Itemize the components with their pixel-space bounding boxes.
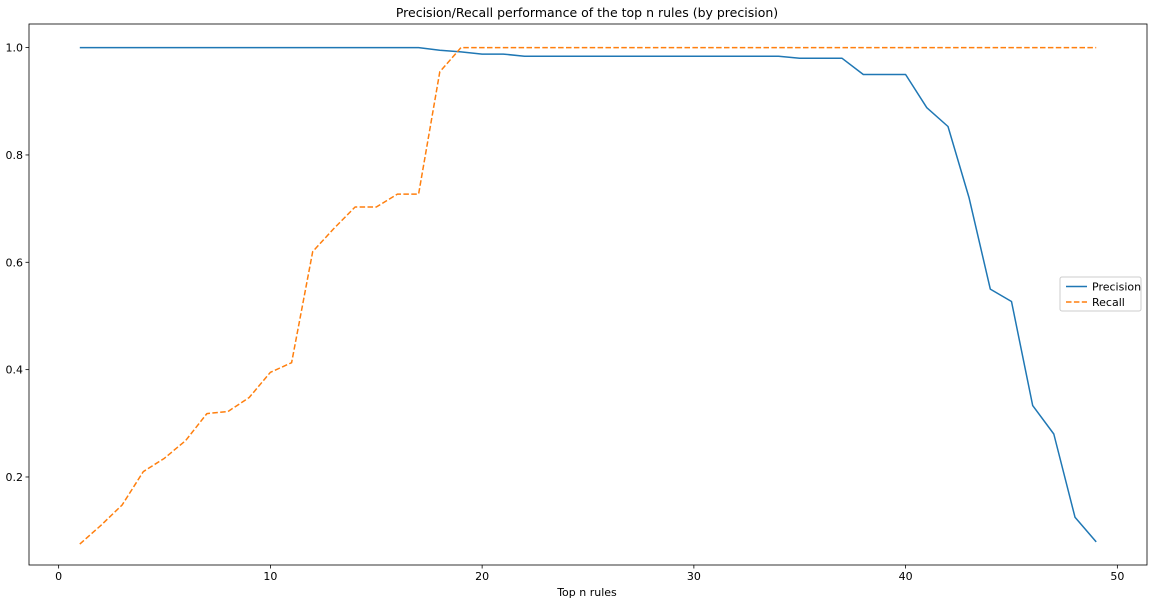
y-axis: 0.2 0.4 0.6 0.8 1.0	[6, 42, 29, 484]
y-tick-label: 0.2	[6, 471, 24, 484]
x-tick-label: 20	[475, 570, 489, 583]
x-tick-label: 10	[263, 570, 277, 583]
x-tick-label: 40	[899, 570, 913, 583]
x-tick-label: 0	[55, 570, 62, 583]
legend: Precision Recall	[1059, 276, 1142, 312]
series-line-precision	[79, 46, 1097, 543]
legend-label: Precision	[1092, 281, 1141, 294]
legend-box	[1059, 276, 1142, 312]
x-axis: 0 10 20 30 40 50	[55, 565, 1124, 583]
series-line-recall	[79, 46, 1097, 545]
plot-frame	[28, 23, 1148, 566]
legend-label: Recall	[1092, 296, 1125, 309]
plot-area	[79, 46, 1097, 545]
y-tick-label: 0.8	[6, 149, 24, 162]
chart-title: Precision/Recall performance of the top …	[396, 5, 778, 20]
x-axis-label: Top n rules	[556, 586, 617, 599]
y-tick-label: 0.6	[6, 256, 24, 269]
x-tick-label: 50	[1110, 570, 1124, 583]
x-tick-label: 30	[687, 570, 701, 583]
y-tick-label: 0.4	[6, 364, 24, 377]
y-tick-label: 1.0	[6, 42, 24, 55]
